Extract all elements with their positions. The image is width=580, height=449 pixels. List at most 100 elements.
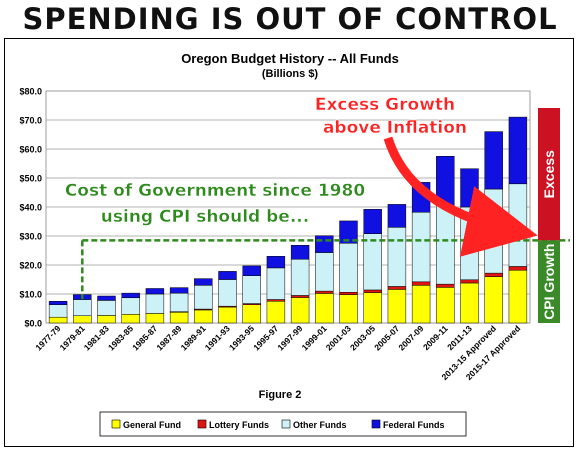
bar-general-fund xyxy=(169,312,189,324)
y-tick-label: $80.0 xyxy=(19,87,42,97)
bar-general-fund xyxy=(315,293,334,324)
legend-swatch xyxy=(197,419,207,429)
bar-other-funds xyxy=(169,292,189,312)
bar-lottery-funds xyxy=(436,283,455,288)
bar-lottery-funds xyxy=(508,266,528,271)
bar-general-fund xyxy=(290,297,310,324)
bar-federal-funds xyxy=(242,265,261,276)
cpi-annotation-line2: using CPI should be... xyxy=(101,207,309,227)
cpi-growth-bar xyxy=(538,240,560,323)
chart-title: Oregon Budget History -- All Funds xyxy=(181,51,399,66)
bar-general-fund xyxy=(266,301,286,324)
bar-lottery-funds xyxy=(315,290,334,294)
bar-lottery-funds xyxy=(266,299,286,302)
headline: SPENDING IS OUT OF CONTROL xyxy=(22,2,558,36)
y-tick-label: $20.0 xyxy=(19,261,42,271)
bar-general-fund xyxy=(218,306,237,324)
x-tick-label: 1989-91 xyxy=(179,323,208,352)
x-tick-label: 1995-97 xyxy=(251,323,280,352)
bar-other-funds xyxy=(508,183,528,267)
figure-caption: Figure 2 xyxy=(259,389,302,401)
bar-federal-funds xyxy=(508,116,528,185)
bar-federal-funds xyxy=(460,168,479,208)
x-tick-label: 2003-05 xyxy=(348,323,377,352)
bar-federal-funds xyxy=(121,292,140,299)
x-tick-label: 1997-99 xyxy=(275,323,304,352)
x-tick-label: 1983-85 xyxy=(106,323,135,352)
bar-general-fund xyxy=(145,313,165,324)
legend-swatch xyxy=(371,419,381,429)
legend-label: Lottery Funds xyxy=(209,420,269,430)
bar-general-fund xyxy=(73,315,92,324)
excess-bar xyxy=(538,108,560,241)
bar-federal-funds xyxy=(97,295,116,301)
bar-general-fund xyxy=(97,315,116,324)
bar-federal-funds xyxy=(339,220,358,244)
bar-lottery-funds xyxy=(387,286,407,290)
legend-swatch xyxy=(281,419,291,429)
bar-other-funds xyxy=(73,299,92,317)
bar-other-funds xyxy=(121,297,140,315)
bar-federal-funds xyxy=(48,301,68,305)
bar-federal-funds xyxy=(290,245,310,260)
y-tick-label: $50.0 xyxy=(19,174,42,184)
bar-lottery-funds xyxy=(290,295,310,298)
legend-label: Federal Funds xyxy=(383,420,445,430)
bar-lottery-funds xyxy=(460,279,479,284)
y-tick-label: $10.0 xyxy=(19,290,42,300)
bar-other-funds xyxy=(363,233,382,291)
bar-general-fund xyxy=(242,304,261,324)
bar-general-fund xyxy=(484,276,503,324)
bar-federal-funds xyxy=(169,287,189,294)
y-tick-label: $40.0 xyxy=(19,203,42,213)
bar-general-fund xyxy=(194,309,213,324)
bar-federal-funds xyxy=(484,131,503,190)
x-tick-label: 1999-01 xyxy=(300,323,329,352)
bar-lottery-funds xyxy=(363,289,382,293)
bar-federal-funds xyxy=(315,235,334,253)
bar-general-fund xyxy=(121,314,140,324)
bar-other-funds xyxy=(387,227,407,287)
excess-annotation-line1: Excess Growth xyxy=(315,95,455,115)
x-tick-label: 1991-93 xyxy=(203,323,232,352)
cpi-growth-bar-label: CPI Growth xyxy=(541,244,557,320)
bar-general-fund xyxy=(436,287,455,324)
x-tick-label: 1981-83 xyxy=(82,323,111,352)
bar-other-funds xyxy=(48,304,68,318)
bar-other-funds xyxy=(290,258,310,296)
bar-general-fund xyxy=(363,292,382,324)
x-tick-label: 2009-11 xyxy=(421,323,450,352)
bar-other-funds xyxy=(145,293,165,314)
bar-other-funds xyxy=(315,252,334,292)
y-tick-label: $0.0 xyxy=(24,319,42,329)
legend: General Fund Lottery Funds Other Funds Fede… xyxy=(99,411,467,437)
bar-other-funds xyxy=(411,211,431,283)
bar-other-funds xyxy=(339,243,358,293)
bar-general-fund xyxy=(48,316,68,324)
legend-swatch xyxy=(111,419,121,429)
x-tick-label: 1987-89 xyxy=(154,323,183,352)
bar-federal-funds xyxy=(145,288,165,295)
x-tick-label: 1993-95 xyxy=(227,323,256,352)
chart-subtitle: (Billions $) xyxy=(262,68,319,80)
bar-general-fund xyxy=(387,289,407,324)
bar-lottery-funds xyxy=(339,292,358,295)
excess-bar-label: Excess xyxy=(541,150,557,198)
x-tick-label: 2001-03 xyxy=(324,323,353,352)
bar-other-funds xyxy=(242,275,261,304)
bar-lottery-funds xyxy=(484,272,503,277)
bar-federal-funds xyxy=(194,278,213,286)
excess-annotation-line2: above Inflation xyxy=(323,118,467,138)
x-tick-label: 1985-87 xyxy=(130,323,159,352)
cpi-annotation-line1: Cost of Government since 1980 xyxy=(65,181,365,201)
excess-arrow xyxy=(383,136,538,257)
bar-other-funds xyxy=(218,279,237,307)
x-tick-label: 1979-81 xyxy=(58,323,87,352)
bar-federal-funds xyxy=(387,204,407,228)
legend-box xyxy=(99,411,467,437)
bar-general-fund xyxy=(460,282,479,324)
bar-general-fund xyxy=(339,294,358,324)
bar-federal-funds xyxy=(363,209,382,234)
y-tick-label: $30.0 xyxy=(19,232,42,242)
